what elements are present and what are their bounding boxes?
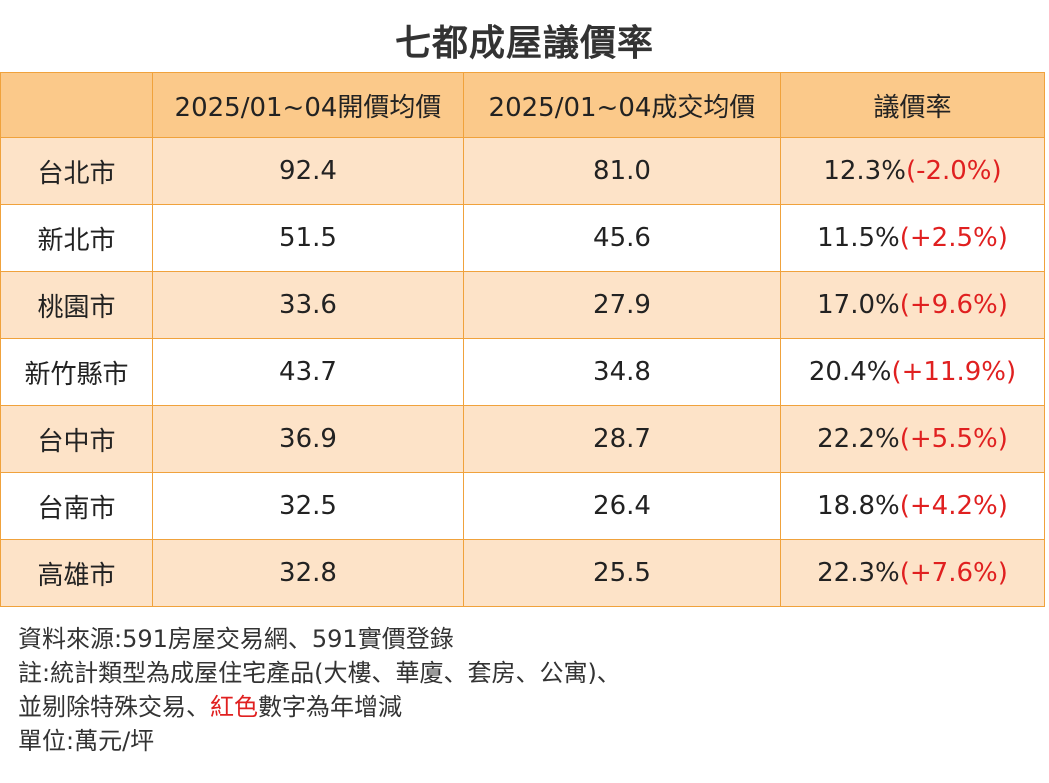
rate-value: 18.8%: [817, 491, 900, 521]
ask-cell: 92.4: [152, 137, 464, 205]
city-cell: 高雄市: [0, 539, 153, 607]
footnotes: 資料來源:591房屋交易網、591實價登錄 註:統計類型為成屋住宅產品(大樓、華…: [18, 622, 621, 758]
rate-value: 11.5%: [817, 223, 900, 253]
table-row: 台中市 36.9 28.7 22.2%(+5.5%): [0, 405, 1045, 473]
deal-cell: 45.6: [463, 204, 781, 272]
header-ask-price: 2025/01~04開價均價: [152, 72, 464, 138]
chart-title: 七都成屋議價率: [394, 23, 654, 64]
ask-cell: 43.7: [152, 338, 464, 406]
exclusion-note-start: 並剔除特殊交易、: [18, 693, 210, 721]
rate-change: (+7.6%): [899, 558, 1008, 588]
rate-change: (+5.5%): [899, 424, 1008, 454]
rate-cell: 12.3%(-2.0%): [780, 137, 1045, 205]
city-cell: 台中市: [0, 405, 153, 473]
deal-cell: 27.9: [463, 271, 781, 339]
header-rate: 議價率: [780, 72, 1045, 138]
ask-cell: 33.6: [152, 271, 464, 339]
ask-cell: 36.9: [152, 405, 464, 473]
rate-change: (+4.2%): [899, 491, 1008, 521]
deal-cell: 25.5: [463, 539, 781, 607]
rate-cell: 18.8%(+4.2%): [780, 472, 1045, 540]
table-row: 高雄市 32.8 25.5 22.3%(+7.6%): [0, 539, 1045, 607]
deal-cell: 26.4: [463, 472, 781, 540]
rate-cell: 22.3%(+7.6%): [780, 539, 1045, 607]
rate-change: (-2.0%): [905, 156, 1002, 186]
city-cell: 新北市: [0, 204, 153, 272]
table-row: 桃園市 33.6 27.9 17.0%(+9.6%): [0, 271, 1045, 339]
source-note: 資料來源:591房屋交易網、591實價登錄: [18, 625, 454, 653]
exclusion-note: 並剔除特殊交易、紅色數字為年增減: [18, 690, 621, 724]
city-cell: 台北市: [0, 137, 153, 205]
table-row: 新北市 51.5 45.6 11.5%(+2.5%): [0, 204, 1045, 272]
rate-value: 20.4%: [808, 357, 892, 387]
rate-change: (+9.6%): [899, 290, 1008, 320]
table-row: 台南市 32.5 26.4 18.8%(+4.2%): [0, 472, 1045, 540]
ask-cell: 51.5: [152, 204, 464, 272]
price-table: 2025/01~04開價均價 2025/01~04成交均價 議價率 台北市 92…: [0, 72, 1045, 607]
table-row: 新竹縣市 43.7 34.8 20.4%(+11.9%): [0, 338, 1045, 406]
rate-cell: 20.4%(+11.9%): [780, 338, 1045, 406]
city-cell: 桃園市: [0, 271, 153, 339]
rate-cell: 22.2%(+5.5%): [780, 405, 1045, 473]
scope-note: 註:統計類型為成屋住宅產品(大樓、華廈、套房、公寓)、: [18, 659, 621, 687]
rate-change: (+11.9%): [891, 357, 1017, 387]
red-word: 紅色: [210, 693, 258, 721]
rate-change: (+2.5%): [899, 223, 1008, 253]
unit-note: 單位:萬元/坪: [18, 727, 155, 755]
ask-cell: 32.8: [152, 539, 464, 607]
rate-cell: 11.5%(+2.5%): [780, 204, 1045, 272]
header-row: 2025/01~04開價均價 2025/01~04成交均價 議價率: [0, 72, 1045, 138]
header-city: [0, 72, 153, 138]
rate-value: 22.2%: [817, 424, 900, 454]
rate-cell: 17.0%(+9.6%): [780, 271, 1045, 339]
deal-cell: 28.7: [463, 405, 781, 473]
header-deal-price: 2025/01~04成交均價: [463, 72, 781, 138]
rate-value: 17.0%: [817, 290, 900, 320]
deal-cell: 81.0: [463, 137, 781, 205]
city-cell: 新竹縣市: [0, 338, 153, 406]
rate-value: 12.3%: [823, 156, 906, 186]
exclusion-note-end: 數字為年增減: [258, 693, 402, 721]
rate-value: 22.3%: [817, 558, 900, 588]
table-row: 台北市 92.4 81.0 12.3%(-2.0%): [0, 137, 1045, 205]
deal-cell: 34.8: [463, 338, 781, 406]
ask-cell: 32.5: [152, 472, 464, 540]
city-cell: 台南市: [0, 472, 153, 540]
